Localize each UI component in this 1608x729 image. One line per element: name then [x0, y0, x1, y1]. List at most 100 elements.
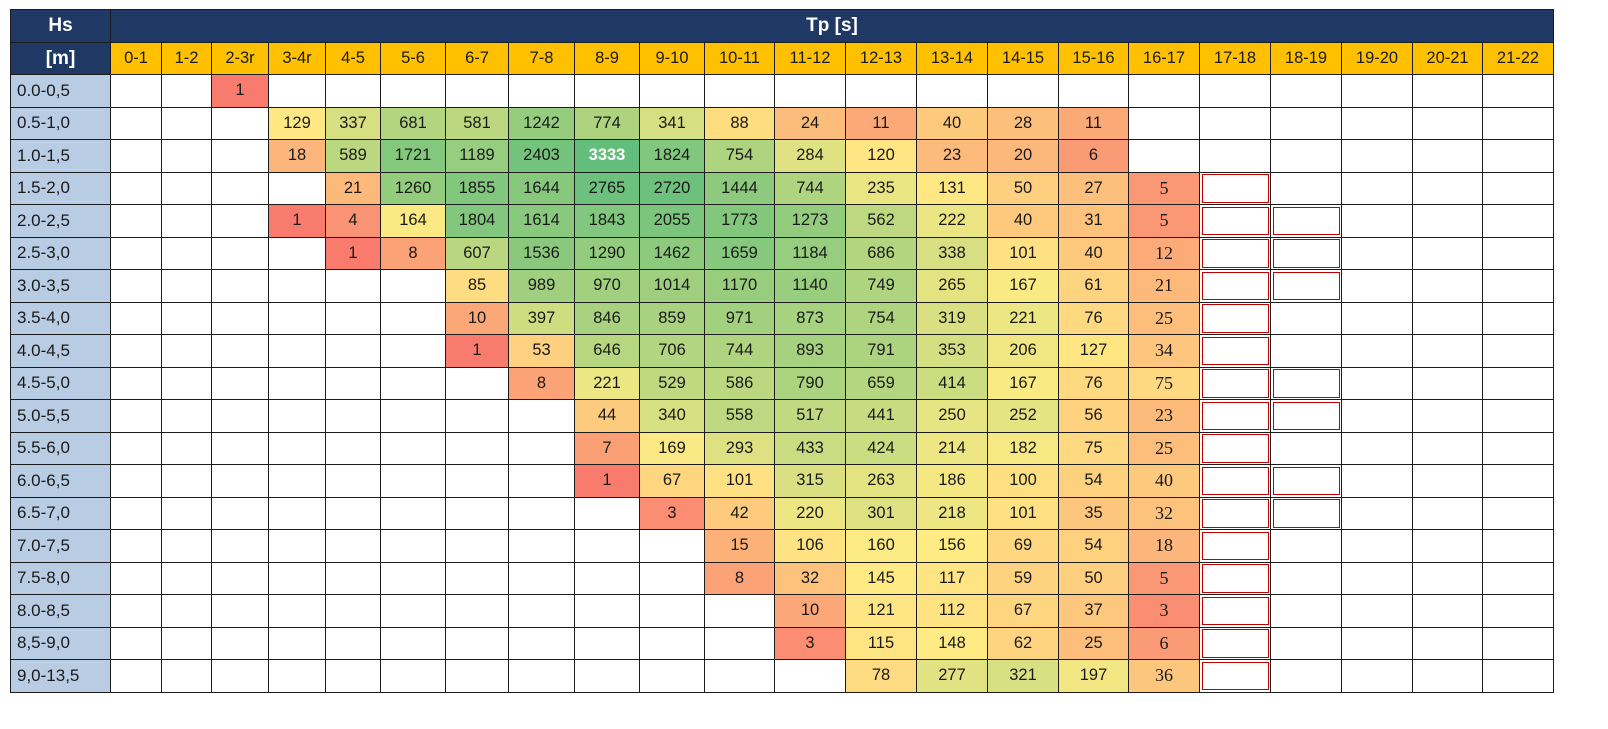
- count-cell: [1412, 301, 1483, 335]
- count-cell: [1341, 106, 1413, 140]
- count-cell: [211, 301, 269, 335]
- count-cell: [1270, 236, 1342, 270]
- count-cell: 145: [845, 561, 917, 595]
- count-cell: [704, 594, 775, 628]
- count-cell: 53: [508, 334, 575, 368]
- count-cell: 221: [574, 366, 640, 400]
- tp-header-title: Tp [s]: [110, 9, 1554, 43]
- count-cell: [1482, 561, 1554, 595]
- count-cell: [1412, 334, 1483, 368]
- count-cell: [110, 626, 162, 660]
- count-cell: 10: [774, 594, 846, 628]
- count-cell: 11: [1058, 106, 1129, 140]
- table-row: 3.0-3,5 85 989 970 1014 1170 1140 749 265 167 61 21: [10, 269, 1554, 303]
- count-cell: 214: [916, 431, 988, 465]
- count-cell: [268, 399, 326, 433]
- count-cell: 589: [325, 139, 381, 173]
- hs-header-unit: [m]: [10, 42, 111, 75]
- count-cell: [1341, 464, 1413, 498]
- count-cell: [268, 74, 326, 108]
- count-cell: [161, 399, 212, 433]
- hs-bin-header: 1.5-2,0: [10, 171, 111, 205]
- count-cell: 250: [916, 399, 988, 433]
- count-cell: [1199, 269, 1271, 303]
- count-cell: [161, 171, 212, 205]
- table-row: 1.5-2,0 21 1260 1855 1644 2765 2720 1444 744 235 1…: [10, 171, 1554, 205]
- count-cell: [110, 496, 162, 530]
- count-cell: [1482, 334, 1554, 368]
- count-cell: [704, 626, 775, 660]
- count-cell: [1341, 496, 1413, 530]
- count-cell: 1: [268, 204, 326, 238]
- count-cell: 1260: [380, 171, 446, 205]
- count-cell: [211, 106, 269, 140]
- count-cell: 3333: [574, 139, 640, 173]
- count-cell: [161, 366, 212, 400]
- count-cell: [268, 269, 326, 303]
- count-cell: 88: [704, 106, 775, 140]
- count-cell: 101: [704, 464, 775, 498]
- count-cell: [110, 106, 162, 140]
- count-cell: [1412, 269, 1483, 303]
- count-cell: [1341, 529, 1413, 563]
- count-cell: 148: [916, 626, 988, 660]
- count-cell: [1341, 399, 1413, 433]
- hs-bin-header: 7.5-8,0: [10, 561, 111, 595]
- tp-bin-header: 15-16: [1058, 42, 1129, 75]
- count-cell: [325, 334, 381, 368]
- tp-bin-header: 13-14: [916, 42, 988, 75]
- count-cell: [110, 204, 162, 238]
- count-cell: 681: [380, 106, 446, 140]
- hs-bin-header: 5.0-5,5: [10, 399, 111, 433]
- count-cell: [268, 366, 326, 400]
- header-row-title: Hs Tp [s]: [10, 9, 1554, 43]
- count-cell: [110, 269, 162, 303]
- count-cell: [508, 561, 575, 595]
- hs-bin-header: 3.0-3,5: [10, 269, 111, 303]
- count-cell: 32: [774, 561, 846, 595]
- count-cell: 131: [916, 171, 988, 205]
- count-cell: [1270, 171, 1342, 205]
- count-cell: 989: [508, 269, 575, 303]
- count-cell: [1482, 626, 1554, 660]
- count-cell: 1: [574, 464, 640, 498]
- count-cell: [268, 594, 326, 628]
- count-cell: 529: [639, 366, 705, 400]
- count-cell: [268, 301, 326, 335]
- count-cell: [1412, 529, 1483, 563]
- count-cell: 8: [704, 561, 775, 595]
- count-cell: 8: [508, 366, 575, 400]
- count-cell: 873: [774, 301, 846, 335]
- hs-bin-header: 0.5-1,0: [10, 106, 111, 140]
- count-cell: [325, 464, 381, 498]
- count-cell: [1482, 594, 1554, 628]
- count-cell: [445, 529, 509, 563]
- count-cell: [211, 269, 269, 303]
- hs-header-title: Hs: [10, 9, 111, 43]
- table-row: 2.0-2,5 1 4 164 1804 1614 1843 2055 1773 1273 562 2…: [10, 204, 1554, 238]
- hs-bin-header: 0.0-0,5: [10, 74, 111, 108]
- count-cell: [1482, 204, 1554, 238]
- count-cell: [1482, 529, 1554, 563]
- count-cell: [1412, 204, 1483, 238]
- count-cell: 76: [1058, 301, 1129, 335]
- count-cell: 252: [987, 399, 1059, 433]
- count-cell: 562: [845, 204, 917, 238]
- count-cell: [574, 74, 640, 108]
- count-cell: [1199, 366, 1271, 400]
- count-cell: [1482, 301, 1554, 335]
- count-cell: 263: [845, 464, 917, 498]
- count-cell: [508, 529, 575, 563]
- count-cell: 23: [1128, 399, 1200, 433]
- count-cell: [325, 269, 381, 303]
- count-cell: [1128, 139, 1200, 173]
- count-cell: 686: [845, 236, 917, 270]
- count-cell: [110, 431, 162, 465]
- count-cell: [161, 561, 212, 595]
- count-cell: [1199, 74, 1271, 108]
- count-cell: 846: [574, 301, 640, 335]
- count-cell: 646: [574, 334, 640, 368]
- count-cell: [1412, 139, 1483, 173]
- count-cell: [110, 561, 162, 595]
- hs-bin-header: 2.5-3,0: [10, 236, 111, 270]
